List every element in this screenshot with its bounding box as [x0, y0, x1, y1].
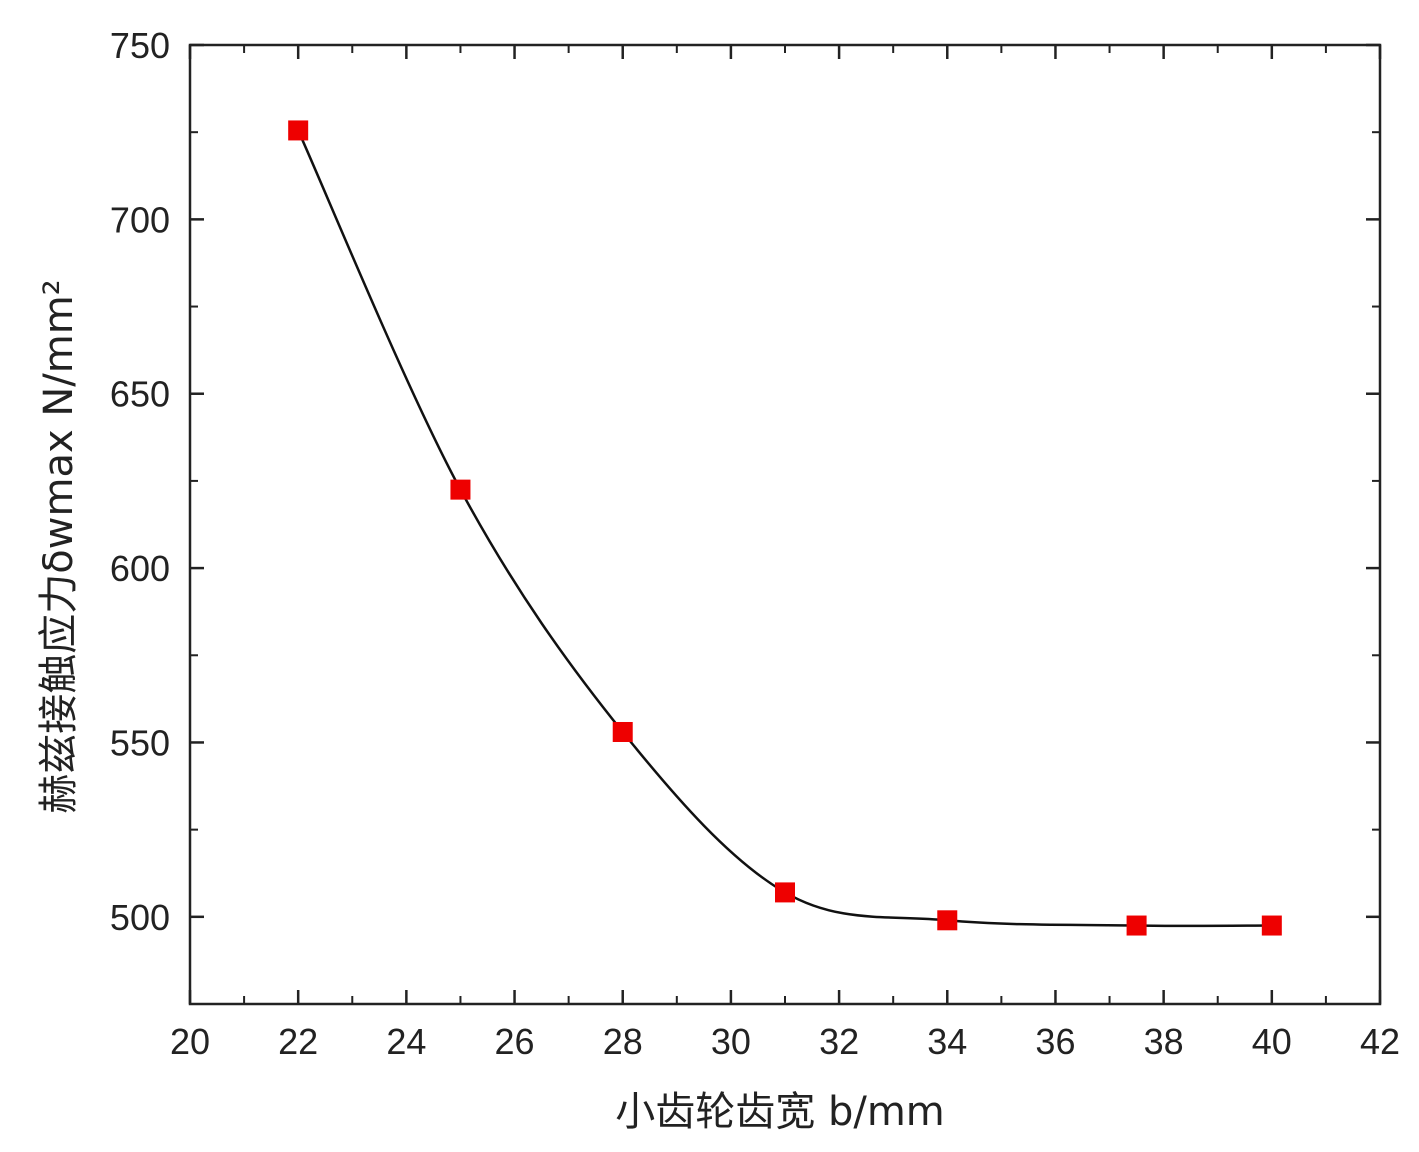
- y-tick-label: 700: [110, 199, 170, 240]
- y-tick-label: 600: [110, 548, 170, 589]
- y-axis-ticks: 500 550 600 650 700 750: [110, 25, 1380, 1005]
- data-point-marker: [612, 721, 633, 742]
- x-tick-label: 28: [603, 1021, 643, 1062]
- y-tick-label: 550: [110, 722, 170, 763]
- y-tick-label: 750: [110, 25, 170, 66]
- y-tick-label: 500: [110, 897, 170, 938]
- plot-frame: [188, 43, 1382, 1006]
- y-axis-title: 赫兹接触应力δwmax N/mm²: [36, 279, 82, 813]
- data-point-marker: [288, 120, 309, 141]
- x-axis-ticks: 20 22 24 26 28 30 32 34 36 38 40 42: [170, 45, 1400, 1062]
- data-point-marker: [1261, 915, 1282, 936]
- series-line: [297, 129, 1272, 928]
- x-axis-title: 小齿轮齿宽 b/mm: [615, 1089, 945, 1135]
- x-tick-label: 36: [1035, 1021, 1075, 1062]
- data-point-marker: [775, 882, 795, 903]
- series-layer: [288, 120, 1282, 936]
- x-tick-label: 34: [927, 1021, 967, 1062]
- x-tick-label: 42: [1360, 1021, 1400, 1062]
- data-point-marker: [1126, 915, 1147, 936]
- data-point-marker: [450, 479, 471, 500]
- x-tick-label: 22: [278, 1021, 318, 1062]
- x-tick-label: 40: [1252, 1021, 1292, 1062]
- x-tick-label: 24: [386, 1021, 426, 1062]
- y-tick-label: 650: [110, 374, 170, 415]
- x-tick-label: 38: [1144, 1021, 1184, 1062]
- data-point-marker: [937, 910, 958, 931]
- x-tick-label: 26: [495, 1021, 535, 1062]
- x-tick-label: 30: [711, 1021, 751, 1062]
- x-tick-label: 32: [819, 1021, 859, 1062]
- x-tick-label: 20: [170, 1021, 210, 1062]
